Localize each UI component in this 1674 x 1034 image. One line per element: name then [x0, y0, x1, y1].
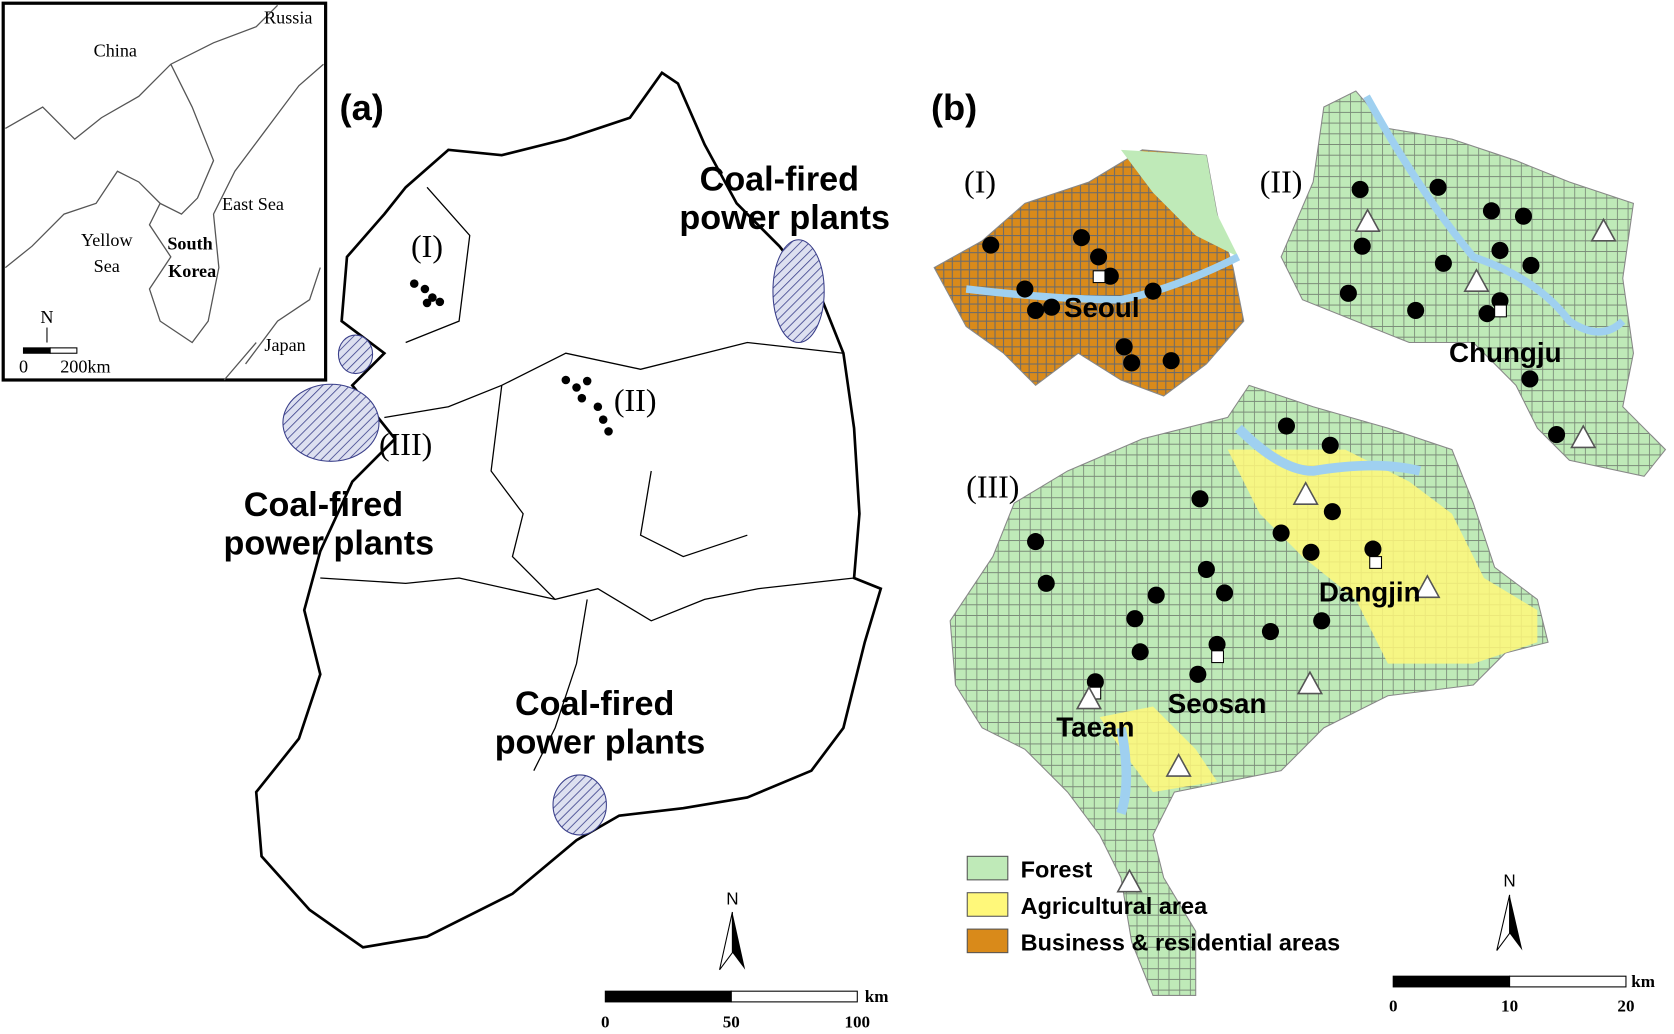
plant-label: power plants — [679, 199, 890, 237]
legend-swatch — [966, 928, 1009, 954]
north-arrow — [1496, 894, 1511, 951]
label: Japan — [264, 335, 305, 355]
region-label: (III) — [966, 469, 1019, 505]
water — [1116, 424, 1422, 816]
scale-label: 20 — [1617, 997, 1634, 1016]
plant-area — [552, 774, 607, 836]
scale-bar — [22, 347, 51, 354]
scale-bar — [730, 990, 858, 1003]
country-outline — [254, 70, 883, 949]
city-label: Chungju — [1449, 337, 1561, 368]
site-dots — [409, 279, 613, 436]
region-label: (I) — [964, 164, 996, 200]
legend-swatch — [966, 855, 1009, 881]
scale-label: 200km — [60, 356, 110, 376]
city-label: Seoul — [1064, 292, 1140, 323]
north-label: N — [1503, 871, 1515, 890]
plant-label: power plants — [495, 724, 706, 762]
panel-a: (a) (I) (II) (III) Coal-fired power plan… — [224, 70, 890, 1032]
scale-label: 100 — [844, 1013, 870, 1032]
scale-label: 10 — [1501, 997, 1518, 1016]
panel-label: (a) — [339, 87, 383, 128]
inset-frame — [1, 1, 328, 382]
region-label: (II) — [1260, 164, 1303, 200]
seoul-area — [933, 149, 1245, 397]
label: South — [167, 233, 212, 253]
river — [965, 253, 1241, 304]
north-label: N — [726, 889, 738, 908]
scale-label: 0 — [1389, 997, 1398, 1016]
site-dots — [982, 178, 1566, 691]
label: Russia — [264, 8, 312, 28]
region-label: (III) — [379, 426, 432, 462]
scale-bar — [1392, 975, 1511, 988]
scale-unit: km — [1631, 972, 1655, 991]
forest-patch — [1120, 149, 1239, 257]
city-label: Taean — [1056, 711, 1134, 742]
label: East Sea — [222, 194, 284, 214]
label: China — [94, 41, 137, 61]
plant-label: Coal-fired — [244, 486, 403, 524]
scale-unit: km — [865, 987, 889, 1006]
label: Sea — [94, 256, 120, 276]
plant-label: Coal-fired — [700, 160, 859, 198]
north-arrow — [732, 911, 746, 970]
city-label: Dangjin — [1319, 577, 1421, 608]
north-arrow — [1509, 894, 1523, 951]
panel-b: (b) (I) (II) (III) Seoul Chungju Taean S… — [931, 87, 1667, 1016]
agri-patch — [1099, 449, 1538, 793]
scale-bar — [604, 990, 732, 1003]
scale-bar — [49, 347, 78, 354]
north-label: N — [40, 307, 53, 327]
plant-label: power plants — [224, 524, 435, 562]
legend-swatch — [966, 892, 1009, 917]
legend-label: Forest — [1021, 857, 1093, 883]
region-label: (I) — [411, 228, 443, 264]
scale-bar — [1509, 975, 1627, 988]
label: Yellow — [81, 230, 133, 250]
plant-label: Coal-fired — [515, 685, 674, 723]
scale-label: 0 — [601, 1013, 610, 1032]
scale-label: 50 — [723, 1013, 740, 1032]
river — [1363, 94, 1626, 336]
plant-area — [337, 334, 374, 375]
city-label: Seosan — [1168, 688, 1267, 719]
plant-area — [772, 239, 825, 344]
site-squares — [1088, 270, 1507, 700]
legend-label: Business & residential areas — [1021, 929, 1341, 955]
legend-label: Agricultural area — [1021, 893, 1208, 919]
province-borders — [320, 186, 855, 771]
region-label: (II) — [614, 382, 657, 418]
inset-borders — [4, 4, 324, 381]
site-triangles — [1075, 208, 1617, 893]
panel-label: (b) — [931, 87, 977, 128]
plant-area — [282, 383, 380, 462]
north-arrow — [719, 911, 733, 971]
inset-map: Russia China East Sea Yellow Sea South K… — [1, 1, 328, 382]
label: Korea — [168, 261, 216, 281]
scale-label: 0 — [19, 356, 28, 376]
